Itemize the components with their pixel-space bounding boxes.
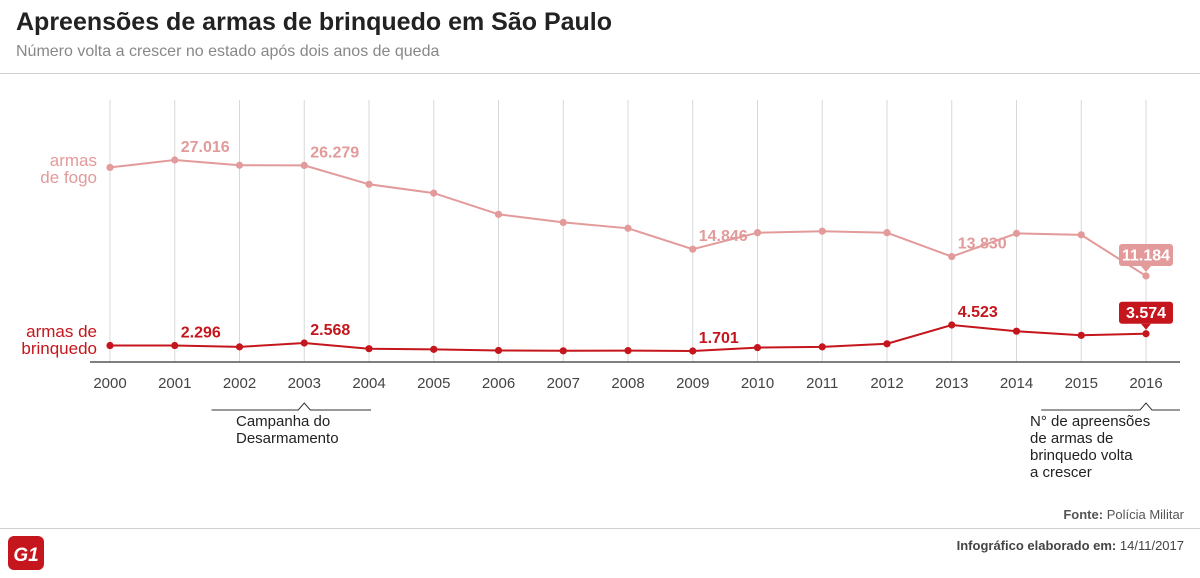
x-tick-label: 2002 — [223, 375, 256, 392]
data-point — [106, 341, 114, 350]
data-point — [948, 253, 956, 261]
data-point — [689, 245, 697, 253]
data-label-pointer — [1141, 323, 1151, 330]
annotation-line: Desarmamento — [236, 430, 339, 447]
data-point — [624, 224, 632, 232]
data-point — [948, 321, 956, 329]
logo-background — [8, 536, 44, 570]
series-label-line: de fogo — [40, 168, 97, 187]
annotation-line: a crescer — [1030, 464, 1092, 481]
credit-value: 14/11/2017 — [1119, 538, 1184, 553]
data-point — [559, 347, 567, 355]
data-point — [818, 227, 826, 235]
data-label: 2.568 — [310, 322, 350, 339]
data-point — [106, 163, 114, 172]
data-point — [1077, 331, 1085, 339]
data-point — [689, 347, 697, 355]
annotation-bracket — [1041, 402, 1180, 411]
chart-title: Apreensões de armas de brinquedo em São … — [16, 8, 613, 36]
annotation-line: de armas de — [1030, 430, 1114, 447]
x-tick-label: 2010 — [741, 375, 774, 392]
data-point — [300, 339, 308, 347]
data-point — [883, 229, 891, 237]
data-point — [559, 218, 567, 226]
data-point — [300, 161, 308, 169]
x-tick-label: 2014 — [1000, 375, 1033, 392]
data-point — [430, 189, 438, 197]
credit-label: Infográfico elaborado em: — [956, 538, 1117, 553]
data-point — [818, 343, 826, 351]
data-point — [883, 340, 891, 348]
data-point — [430, 345, 438, 353]
x-tick-label: 2016 — [1129, 375, 1162, 392]
x-tick-label: 2008 — [611, 375, 644, 392]
x-tick-label: 2012 — [870, 375, 903, 392]
annotation-campanha: Campanha do Desarmamento — [236, 413, 339, 447]
data-point — [1142, 272, 1150, 280]
data-label: 2.296 — [181, 325, 221, 342]
data-point — [1012, 327, 1021, 335]
data-point — [494, 346, 503, 355]
data-label-pointer — [1141, 266, 1151, 272]
data-point — [1012, 229, 1021, 237]
series-label-line: armas — [49, 151, 97, 170]
x-tick-label: 2001 — [158, 375, 191, 392]
annotation-line: brinquedo volta — [1030, 447, 1133, 464]
credit-note: Infográfico elaborado em: 14/11/2017 — [957, 538, 1184, 553]
chart-subtitle: Número volta a crescer no estado após do… — [16, 43, 440, 60]
data-label: 3.574 — [1126, 305, 1166, 322]
data-point — [1077, 231, 1085, 239]
data-point — [365, 345, 373, 353]
x-tick-label: 2015 — [1065, 375, 1098, 392]
x-tick-label: 2003 — [288, 375, 321, 392]
series-label-toy: armas de brinquedo — [21, 323, 97, 357]
logo-text: G1 — [13, 545, 38, 566]
x-tick-label: 2013 — [935, 375, 968, 392]
data-label: 27.016 — [181, 139, 230, 156]
footer-divider — [0, 528, 1200, 529]
x-tick-label: 2005 — [417, 375, 450, 392]
line-chart: 2000 2001 2002 2003 2004 2005 2006 2007 2008 2009… — [90, 100, 1180, 411]
annotation-line: N° de apreensões — [1030, 413, 1151, 430]
data-label: 13.830 — [958, 236, 1007, 253]
data-label: 14.846 — [699, 228, 748, 245]
source-value: Polícia Militar — [1106, 507, 1184, 522]
series-label-firearms: armas de fogo — [40, 152, 97, 186]
x-tick-label: 2004 — [352, 375, 385, 392]
header-divider — [0, 73, 1200, 74]
data-point — [494, 210, 503, 218]
data-label: 4.523 — [958, 304, 998, 321]
data-point — [235, 343, 244, 351]
data-point — [1142, 330, 1150, 338]
x-tick-label: 2007 — [547, 375, 580, 392]
x-tick-label: 2011 — [806, 375, 838, 392]
source-note: Fonte: Polícia Militar — [1063, 507, 1184, 522]
x-tick-label: 2009 — [676, 375, 709, 392]
annotation-bracket — [211, 402, 371, 411]
g1-logo: G1 — [8, 536, 44, 570]
data-point — [365, 180, 373, 188]
data-point — [753, 229, 762, 237]
data-label: 26.279 — [310, 144, 359, 161]
x-tick-label: 2006 — [482, 375, 515, 392]
data-point — [235, 161, 244, 169]
source-label: Fonte: — [1063, 507, 1104, 522]
series-label-line: armas de — [26, 322, 97, 341]
x-tick-label: 2000 — [93, 375, 126, 392]
data-point — [171, 341, 179, 350]
annotation-line: Campanha do — [236, 413, 331, 430]
series-label-line: brinquedo — [21, 339, 97, 358]
data-point — [753, 344, 762, 352]
data-point — [624, 347, 632, 355]
data-label-box — [1119, 301, 1173, 324]
data-label: 1.701 — [699, 330, 739, 347]
data-point — [171, 156, 179, 164]
data-label: 11.184 — [1122, 248, 1170, 265]
annotation-rebound: N° de apreensões de armas de brinquedo v… — [1030, 413, 1150, 481]
data-label-box — [1119, 244, 1173, 266]
